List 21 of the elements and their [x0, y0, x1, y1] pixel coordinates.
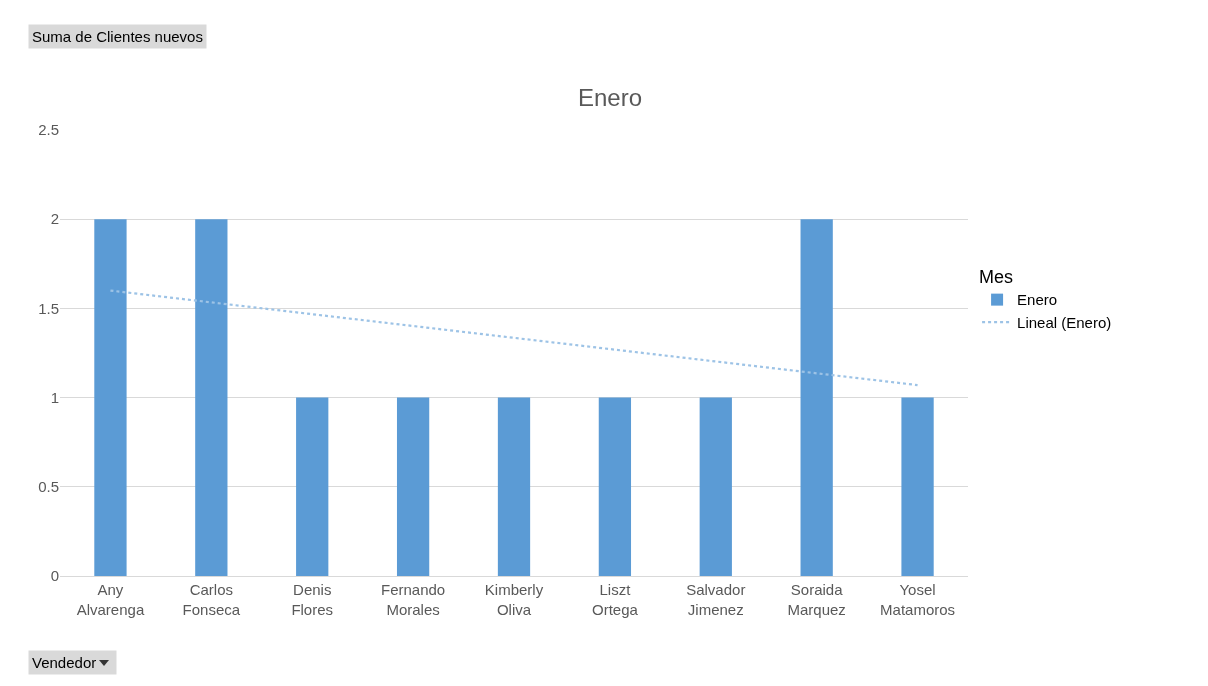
text: Vendedor	[32, 654, 113, 671]
y-tick-label: 0	[50, 567, 59, 585]
legend-title: Mes	[979, 267, 1014, 288]
x-tick-label: Salvador Jimenez	[686, 581, 746, 618]
x-tick-label: Fernando Morales	[381, 581, 446, 618]
x-tick-label: Kimberly Oliva	[484, 581, 544, 618]
legend-label: Enero	[1017, 291, 1058, 309]
y-tick-label: 2	[50, 210, 59, 228]
x-tick-label: Any Alvarenga	[76, 581, 145, 618]
x-tick-label: Soraida Marquez	[787, 581, 846, 618]
x-tick-label: Carlos Fonseca	[182, 581, 241, 618]
y-tick-label: 1	[50, 388, 59, 406]
text: Suma de Clientes nuevos	[32, 28, 203, 45]
y-tick-label: 1.5	[38, 299, 59, 317]
chart-title: Enero	[578, 83, 643, 111]
legend-label: Lineal (Enero)	[1017, 313, 1112, 331]
x-tick-label: Yosel Matamoros	[880, 581, 956, 618]
y-tick-label: 2.5	[38, 121, 59, 139]
y-tick-label: 0.5	[38, 478, 59, 496]
x-tick-label: Liszt Ortega	[591, 581, 639, 618]
x-tick-label: Denis Flores	[291, 581, 334, 618]
